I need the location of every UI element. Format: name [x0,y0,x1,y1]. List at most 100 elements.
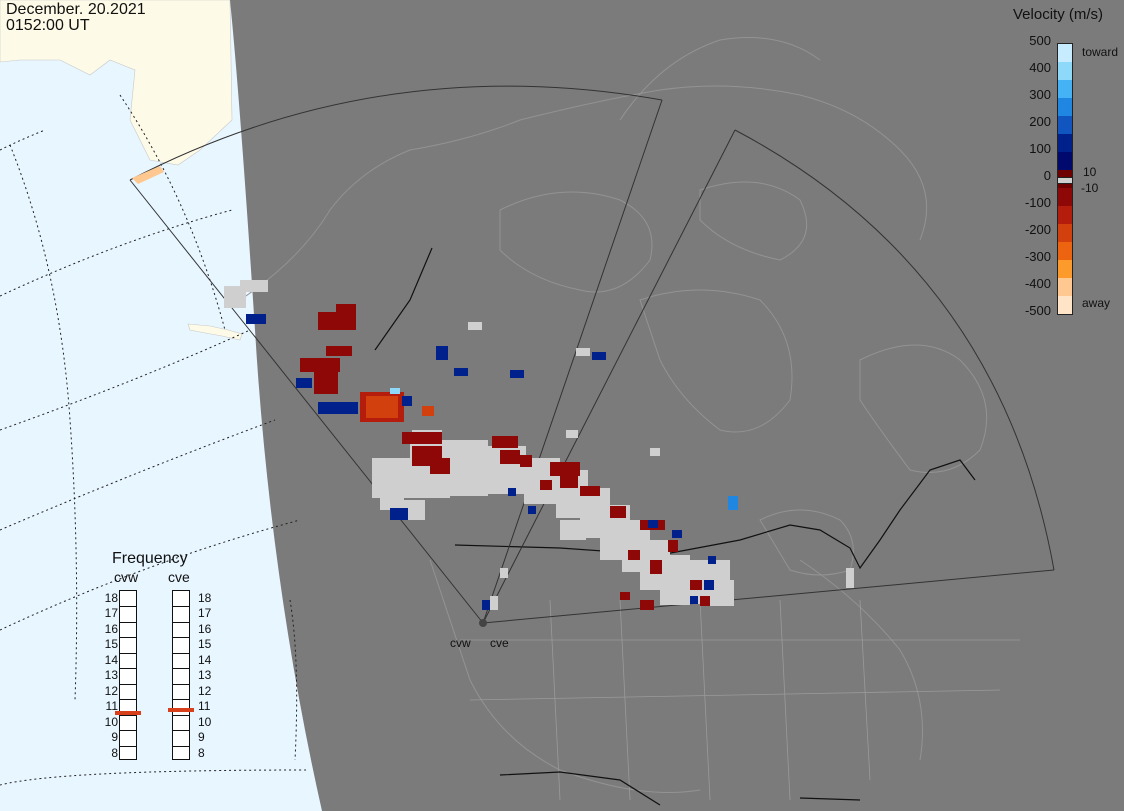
day-land-alaska [0,0,233,166]
velocity-away-cell [640,600,654,610]
freq-bar-cve [168,590,194,760]
freq-scale-label: 13 [198,668,212,683]
freq-cell-divider [120,668,136,670]
velocity-away-cell [620,592,630,600]
velocity-away-cell [610,506,626,518]
freq-cell-divider [120,621,136,623]
boundaries [460,599,1020,801]
freq-marker [115,711,141,716]
velocity-legend-title: Velocity (m/s) [1013,6,1104,23]
freq-scale-label: 11 [198,699,211,714]
velocity-tick-label: 100 [1029,141,1051,156]
freq-scale-label: 8 [111,745,118,760]
velocity-toward-cell [690,596,698,604]
freq-station-cve: cve [168,569,190,585]
velocity-toward-cell [592,352,606,360]
freq-cell-divider [173,621,189,623]
ground-scatter-cell [560,520,586,540]
ground-scatter-cell [660,555,690,605]
velocity-tick-label: -200 [1024,222,1051,237]
velocity-toward-cell [728,496,738,510]
freq-bar-cvw [115,590,141,760]
velocity-toward-cell [708,556,716,564]
freq-scale-label: 16 [104,621,118,636]
velocity-away-cell [580,486,600,496]
station-label-cvw: cvw [450,636,471,650]
neg-threshold-label: -10 [1081,181,1099,195]
freq-cell-divider [173,699,189,701]
freq-scale-label: 9 [198,730,205,745]
freq-cell-divider [120,699,136,701]
freq-cell-divider [173,606,189,608]
velocity-tick-label: -400 [1024,276,1051,291]
velocity-toward-cell [672,530,682,538]
velocity-tick-label: -100 [1024,195,1051,210]
freq-cell-divider [120,745,136,747]
zero-band [1058,177,1072,184]
scatter-layer [132,166,854,610]
ground-scatter-cell [600,540,630,560]
coastlines [239,37,988,793]
freq-scale-label: 15 [104,637,118,652]
graticule [0,94,307,786]
velocity-toward-cell [296,378,312,388]
velocity-toward-cell [704,580,714,590]
ground-scatter-cell [500,568,508,578]
velocity-away-cell [422,406,434,416]
velocity-tick-label: -300 [1024,249,1051,264]
freq-scale-label: 8 [198,745,205,760]
fov-cve [482,129,1055,624]
velocity-away-cell [650,560,662,574]
velocity-tick-label: 400 [1029,60,1051,75]
velocity-colorbar [1057,43,1073,315]
freq-cell-divider [120,730,136,732]
velocity-tick-label: 300 [1029,87,1051,102]
freq-cell-divider [120,606,136,608]
velocity-away-cell [690,580,702,590]
velocity-away-cell [540,480,552,490]
freq-cell-divider [173,714,189,716]
freq-cell-divider [120,652,136,654]
ground-scatter-cell [240,280,268,292]
fov-cvw [129,85,663,624]
freq-cell-divider [173,745,189,747]
ground-scatter-cell [448,440,488,496]
freq-cell-divider [173,683,189,685]
velocity-away-cell [336,304,356,314]
time-label: 0152:00 UT [6,17,90,34]
freq-cell-divider [173,730,189,732]
freq-scale-label: 14 [198,652,212,667]
velocity-away-cell [520,455,532,467]
freq-scale-label: 18 [104,591,118,605]
velocity-away-cell [430,458,450,474]
ground-scatter-cell [576,348,590,356]
velocity-away-cell [326,346,352,356]
freq-cell-divider [120,683,136,685]
velocity-toward-cell [482,600,490,610]
velocity-away-cell [550,462,580,476]
freq-scale-label: 16 [198,621,212,636]
velocity-away-cell [132,166,164,184]
freq-scale-label: 15 [198,637,212,652]
velocity-toward-cell [648,520,658,528]
velocity-toward-cell [402,396,412,406]
velocity-away-cell [500,450,520,464]
ground-scatter-cell [490,596,498,610]
away-label: away [1082,296,1111,310]
pos-threshold-label: 10 [1083,165,1097,179]
velocity-toward-cell [390,388,400,394]
velocity-tick-label: 200 [1029,114,1051,129]
ground-scatter-cell [650,448,660,456]
velocity-away-cell [300,358,340,372]
ground-scatter-cell [846,568,854,588]
velocity-away-cell [492,436,518,448]
velocity-away-cell [560,476,578,488]
night-region [230,0,1124,811]
freq-scale-label: 9 [111,730,118,745]
national-borders [374,247,976,806]
velocity-away-cell [402,432,442,444]
velocity-toward-cell [510,370,524,378]
radar-site [479,619,487,627]
